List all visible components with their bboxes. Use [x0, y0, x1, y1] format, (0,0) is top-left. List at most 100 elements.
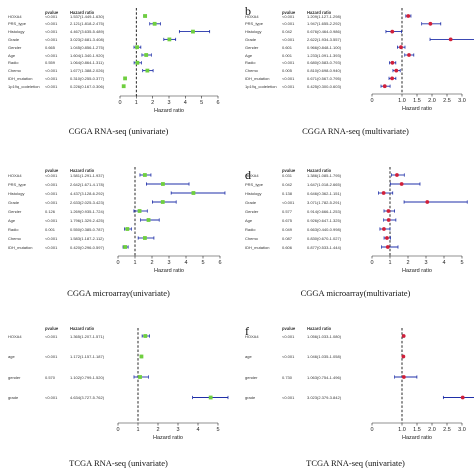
- forest-plot-d: 0 1 2 3 4 5 Hazard ratio: [370, 167, 468, 274]
- row-variable-name: Grade: [245, 199, 257, 205]
- x-axis-title: Hazard ratio: [402, 106, 432, 112]
- row-hazard-ratio: 0.966(0.848-1.100): [307, 44, 342, 50]
- row-pvalue: 0.606: [282, 244, 293, 250]
- row-pvalue: <0.001: [45, 235, 58, 241]
- panel-caption: TCGA RNA-seq (univariate): [69, 458, 168, 468]
- forest-panel-a: pvalue Hazard ratio HOXA4 <0.001 1.537(1.449…: [0, 0, 237, 158]
- row-pvalue: <0.001: [45, 75, 58, 81]
- row-variable-name: Radio: [8, 60, 19, 66]
- row-variable-name: HOXA4: [8, 13, 22, 19]
- hazard-ratio-point: [386, 218, 391, 222]
- x-tick-label: 3: [176, 427, 179, 433]
- row-hazard-ratio: 1.102(0.799-1.520): [70, 374, 105, 380]
- hazard-ratio-point: [142, 173, 147, 177]
- row-pvalue: <0.001: [282, 36, 295, 42]
- x-tick-label: 1.5: [413, 427, 421, 433]
- row-variable-name: gender: [8, 374, 21, 380]
- row-variable-name: Grade: [245, 36, 257, 42]
- row-hazard-ratio: 0.550(0.385-0.787): [70, 226, 105, 232]
- row-variable-name: PRS_type: [8, 21, 27, 27]
- row-pvalue: <0.001: [45, 68, 58, 74]
- row-pvalue: <0.001: [45, 244, 58, 250]
- row-hazard-ratio: 0.310(0.255-0.377): [70, 75, 105, 81]
- row-pvalue: <0.001: [45, 29, 58, 35]
- row-hazard-ratio: 0.420(0.296-0.597): [70, 244, 105, 250]
- row-variable-name: age: [245, 354, 252, 359]
- row-variable-name: Histology: [245, 29, 262, 35]
- row-pvalue: 0.665: [45, 44, 56, 50]
- hazard-ratio-point: [401, 354, 406, 359]
- col-header-hazard-ratio: Hazard ratio: [70, 326, 95, 331]
- col-header-hazard-ratio: Hazard ratio: [70, 10, 95, 15]
- row-pvalue: <0.001: [45, 354, 58, 359]
- x-tick-label: 2: [406, 260, 409, 266]
- forest-plot-a: 0 1 2 3 4 5 6 Hazard ratio: [118, 8, 220, 114]
- col-header-pvalue: pvalue: [45, 326, 59, 331]
- row-hazard-ratio: 0.914(0.666-1.253): [307, 208, 342, 214]
- x-tick-label: 4: [442, 260, 445, 266]
- x-tick-label: 6: [218, 260, 221, 266]
- row-hazard-ratio: 1.604(1.340-1.920): [70, 52, 105, 58]
- col-header-hazard-ratio: Hazard ratio: [307, 326, 332, 331]
- row-variable-name: IDH_mutation: [245, 75, 270, 81]
- row-pvalue: <0.001: [282, 333, 295, 339]
- panel-caption: TCGA RNA-seq (univariate): [306, 458, 405, 468]
- hazard-ratio-point: [135, 45, 139, 50]
- row-variable-name: grade: [8, 395, 19, 400]
- panel-caption: CGGA microarray(univariate): [67, 288, 170, 298]
- col-header-hazard-ratio: Hazard ratio: [307, 10, 332, 15]
- forest-panel-e: pvalue Hazard ratio HOXA4 <0.001 1.365(1.207…: [0, 318, 237, 476]
- row-variable-name: IDH_mutation: [8, 75, 33, 81]
- x-tick-label: 0: [370, 98, 373, 104]
- row-pvalue: <0.001: [45, 199, 58, 205]
- hazard-ratio-point: [191, 29, 195, 34]
- hazard-ratio-point: [425, 200, 430, 204]
- hazard-ratio-point: [143, 236, 147, 240]
- row-hazard-ratio: 1.045(0.856-1.275): [70, 44, 105, 50]
- row-pvalue: <0.001: [282, 83, 295, 89]
- row-hazard-ratio: 0.226(0.167-0.306): [70, 83, 105, 89]
- row-pvalue: 0.570: [45, 374, 56, 380]
- row-variable-name: Gender: [245, 44, 259, 50]
- row-hazard-ratio: 1.796(1.329-2.425): [70, 217, 105, 223]
- x-tick-label: 5: [216, 427, 219, 433]
- hazard-ratio-point: [167, 37, 172, 42]
- hazard-ratio-point: [123, 76, 127, 81]
- row-pvalue: 0.042: [282, 29, 293, 35]
- row-pvalue: 0.126: [45, 208, 56, 214]
- x-tick-label: 2.0: [428, 98, 436, 104]
- x-tick-label: 3: [167, 100, 170, 106]
- hazard-ratio-point: [146, 218, 151, 222]
- forest-plot-f: 0 1.0 1.5 2.0 2.5 3.0 Hazard ratio: [370, 328, 474, 441]
- x-tick-label: 3.0: [458, 98, 466, 104]
- row-variable-name: Histology: [8, 190, 25, 196]
- row-pvalue: <0.001: [282, 21, 295, 27]
- hazard-ratio-point: [382, 227, 386, 231]
- row-hazard-ratio: 2.622(1.934-3.557): [307, 36, 342, 42]
- forest-panel-b: b pvalue Hazard ratio HOXA4 <0.001 1.209(1.12…: [237, 0, 474, 158]
- row-variable-name: HOXA4: [8, 172, 22, 178]
- row-pvalue: <0.001: [45, 36, 58, 42]
- hazard-ratio-point: [123, 245, 128, 249]
- row-hazard-ratio: 0.425(0.300-0.603): [307, 83, 342, 89]
- row-variable-name: HOXA4: [8, 333, 22, 339]
- row-variable-name: Radio: [245, 60, 256, 66]
- hazard-ratio-point: [382, 84, 387, 89]
- row-variable-name: IDH_mutation: [8, 244, 33, 250]
- row-variable-name: HOXA4: [245, 172, 259, 178]
- row-variable-name: Radio: [245, 226, 256, 232]
- row-pvalue: 0.559: [45, 60, 56, 66]
- x-tick-label: 0: [370, 260, 373, 266]
- row-hazard-ratio: 0.680(0.583-0.793): [307, 60, 342, 66]
- x-tick-label: 0: [118, 100, 121, 106]
- panel-label: d: [245, 168, 251, 182]
- x-tick-label: 6: [216, 100, 219, 106]
- hazard-ratio-point: [161, 182, 165, 186]
- row-variable-name: Chemo: [245, 68, 258, 74]
- row-variable-name: Gender: [8, 208, 22, 214]
- col-header-hazard-ratio: Hazard ratio: [70, 168, 95, 173]
- row-variable-name: PRS_type: [8, 181, 27, 187]
- row-pvalue: <0.001: [282, 75, 295, 81]
- hazard-ratio-point: [137, 209, 142, 213]
- x-tick-label: 1: [135, 100, 138, 106]
